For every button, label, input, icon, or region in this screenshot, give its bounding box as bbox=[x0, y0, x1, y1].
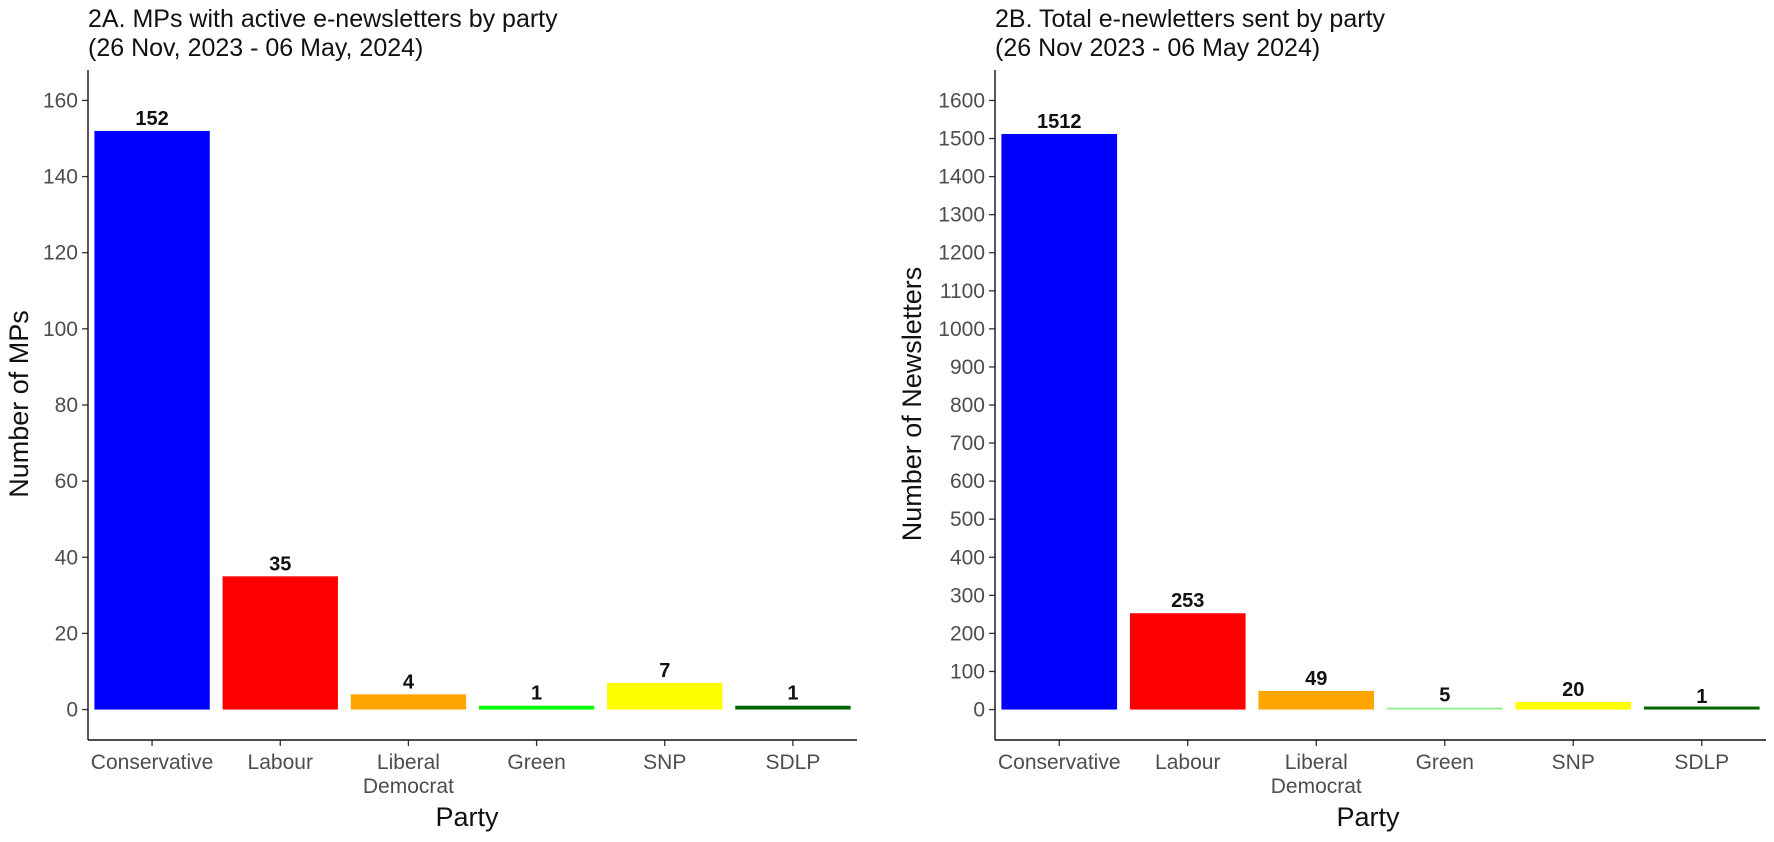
x-tick-label: Liberal bbox=[377, 751, 440, 774]
y-tick-label: 1500 bbox=[938, 128, 985, 151]
x-tick-label: SDLP bbox=[1674, 751, 1729, 774]
bar-sdlp bbox=[735, 705, 851, 710]
x-tick-label: Green bbox=[1416, 751, 1474, 774]
value-labels: 152 35 4 1 7 1 bbox=[135, 108, 798, 705]
y-tick-label: 0 bbox=[973, 699, 985, 722]
bar-liberal-democrat bbox=[1258, 690, 1375, 710]
x-tick-label: Conservative bbox=[998, 751, 1121, 774]
y-tick-label: 20 bbox=[55, 622, 78, 645]
value-label: 5 bbox=[1439, 685, 1450, 707]
y-tick-label: 100 bbox=[43, 318, 78, 341]
value-label: 1 bbox=[787, 683, 798, 705]
axes bbox=[87, 70, 857, 741]
axes bbox=[994, 70, 1766, 741]
y-tick-label: 60 bbox=[55, 470, 78, 493]
value-label: 49 bbox=[1305, 668, 1327, 690]
x-tick-label: Labour bbox=[1155, 751, 1220, 774]
chart-title-line-2: (26 Nov 2023 - 06 May 2024) bbox=[995, 34, 1320, 62]
chart-title-line-1: 2B. Total e-newletters sent by party bbox=[995, 5, 1386, 33]
y-tick-label: 120 bbox=[43, 242, 78, 265]
y-tick-label: 1000 bbox=[938, 318, 985, 341]
x-axis-title: Party bbox=[1336, 802, 1400, 832]
y-tick-label: 1100 bbox=[940, 280, 985, 303]
y-tick-label: 40 bbox=[55, 546, 78, 569]
bar-labour bbox=[222, 576, 338, 710]
x-tick-label: SDLP bbox=[765, 751, 820, 774]
y-tick-label: 160 bbox=[43, 89, 78, 112]
chart-title-line-2: (26 Nov, 2023 - 06 May, 2024) bbox=[88, 34, 423, 62]
value-label: 1 bbox=[1696, 686, 1707, 708]
bar-green bbox=[1386, 707, 1503, 710]
value-label: 20 bbox=[1562, 679, 1584, 701]
x-tick-label: Democrat bbox=[1271, 775, 1362, 798]
x-tick-label: Liberal bbox=[1285, 751, 1348, 774]
y-tick-label: 900 bbox=[950, 356, 985, 379]
value-label: 4 bbox=[403, 671, 415, 693]
chart-title-line-1: 2A. MPs with active e-newsletters by par… bbox=[88, 5, 558, 33]
x-tick-label: Democrat bbox=[363, 775, 454, 798]
y-tick-label: 1400 bbox=[938, 166, 985, 189]
y-tick-label: 800 bbox=[950, 394, 985, 417]
y-axis-title: Number of Newsletters bbox=[897, 267, 927, 542]
bar-conservative bbox=[1001, 133, 1118, 710]
bar-sdlp bbox=[1643, 706, 1760, 710]
bar-snp bbox=[607, 682, 723, 710]
y-axis-ticks: 0 20 40 60 80 100 120 140 160 bbox=[43, 89, 88, 722]
x-axis-title: Party bbox=[435, 802, 499, 832]
y-tick-label: 80 bbox=[55, 394, 78, 417]
chart-panel-2b: 2B. Total e-newletters sent by party (26… bbox=[897, 5, 1766, 832]
value-label: 1512 bbox=[1037, 111, 1082, 133]
value-label: 7 bbox=[659, 660, 670, 682]
y-tick-label: 140 bbox=[43, 166, 78, 189]
y-tick-label: 200 bbox=[950, 622, 985, 645]
bar-conservative bbox=[94, 130, 210, 710]
bar-labour bbox=[1129, 613, 1246, 710]
y-axis-ticks: 0 100 200 300 400 500 600 700 800 900 1000 1100 1200… bbox=[938, 89, 995, 722]
x-tick-label: Conservative bbox=[91, 751, 214, 774]
x-tick-label: Labour bbox=[248, 751, 313, 774]
y-tick-label: 0 bbox=[66, 699, 78, 722]
value-label: 1 bbox=[531, 683, 542, 705]
x-tick-label: SNP bbox=[1552, 751, 1595, 774]
y-tick-label: 500 bbox=[950, 508, 985, 531]
y-tick-label: 700 bbox=[950, 432, 985, 455]
y-tick-label: 400 bbox=[950, 546, 985, 569]
y-tick-label: 600 bbox=[950, 470, 985, 493]
value-labels: 1512 253 49 5 20 1 bbox=[1037, 111, 1707, 708]
bars bbox=[1001, 133, 1760, 710]
y-tick-label: 1600 bbox=[938, 89, 985, 112]
x-tick-label: SNP bbox=[643, 751, 686, 774]
bar-snp bbox=[1515, 701, 1632, 710]
bar-liberal-democrat bbox=[350, 694, 467, 710]
y-tick-label: 1200 bbox=[938, 242, 985, 265]
x-tick-label: Green bbox=[507, 751, 565, 774]
y-tick-label: 1300 bbox=[938, 204, 985, 227]
value-label: 152 bbox=[135, 108, 168, 130]
y-tick-label: 300 bbox=[950, 584, 985, 607]
y-tick-label: 100 bbox=[950, 660, 985, 683]
bars bbox=[94, 130, 851, 710]
value-label: 253 bbox=[1171, 590, 1204, 612]
value-label: 35 bbox=[269, 553, 291, 575]
chart-panel-2a: 2A. MPs with active e-newsletters by par… bbox=[4, 5, 857, 832]
y-axis-title: Number of MPs bbox=[4, 310, 34, 498]
bar-green bbox=[478, 705, 595, 710]
